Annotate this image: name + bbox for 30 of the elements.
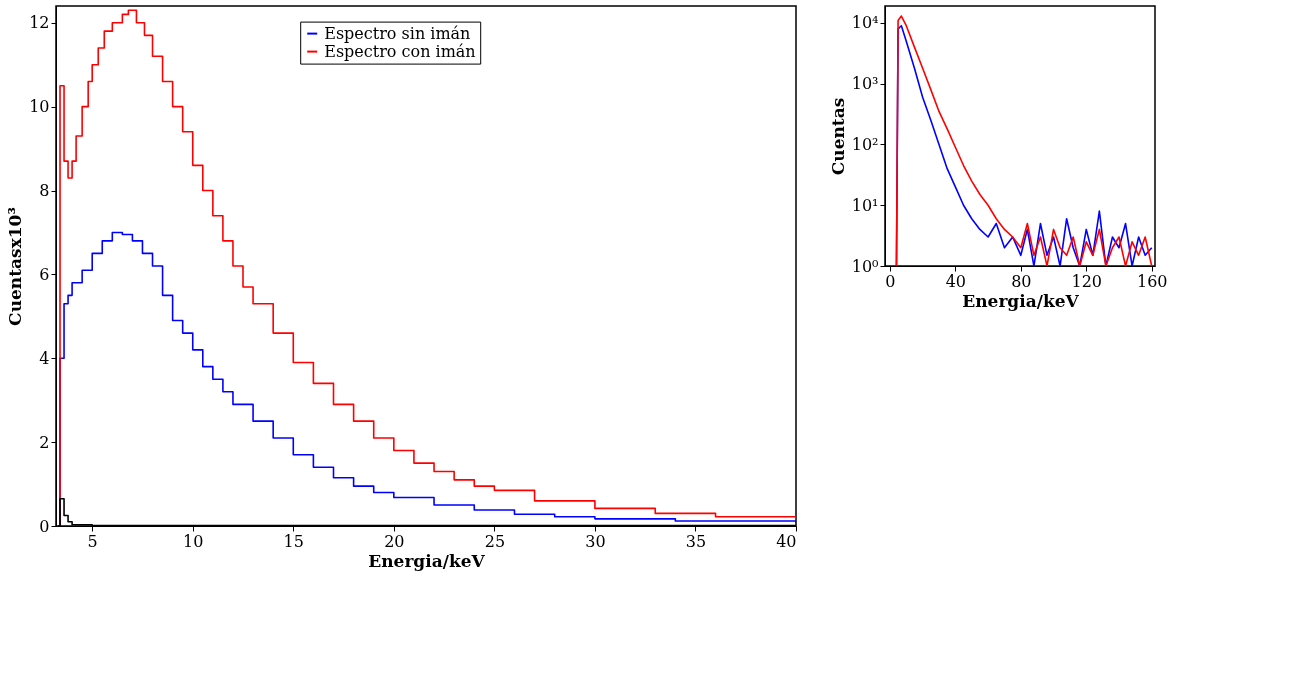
y-tick-label: 10² [851, 134, 879, 154]
x-tick-label: 35 [685, 531, 707, 551]
y-tick-label: 10³ [851, 74, 879, 94]
y-tick-label: 6 [39, 264, 50, 284]
x-tick-label: 40 [776, 531, 797, 551]
x-tick-label: 160 [1136, 271, 1168, 291]
x-tick-label: 80 [1011, 271, 1032, 291]
y-tick-label: 10¹ [851, 195, 879, 215]
x-tick-label: 120 [1071, 271, 1103, 291]
legend-label: Espectro sin imán [324, 23, 471, 43]
x-tick-label: 25 [484, 531, 506, 551]
y-tick-label: 0 [39, 516, 50, 536]
y-tick-label: 2 [39, 432, 50, 452]
x-tick-label: 5 [87, 531, 98, 551]
y-tick-label: 8 [39, 181, 50, 201]
x-tick-label: 30 [585, 531, 606, 551]
x-tick-label: 15 [283, 531, 304, 551]
x-axis-title: Energia/keV [368, 550, 486, 571]
y-tick-label: 10 [29, 97, 50, 117]
y-axis-title: Cuentasx10³ [5, 207, 26, 326]
y-tick-label: 10⁰ [851, 256, 879, 276]
y-tick-label: 10⁴ [851, 13, 879, 33]
x-tick-label: 10 [183, 531, 204, 551]
x-axis-title: Energia/keV [962, 290, 1080, 311]
x-tick-label: 40 [945, 271, 967, 291]
y-tick-label: 12 [29, 13, 50, 33]
x-tick-label: 20 [384, 531, 405, 551]
x-tick-label: 0 [885, 271, 896, 291]
y-tick-label: 4 [39, 348, 50, 368]
y-axis-title: Cuentas [827, 97, 848, 176]
